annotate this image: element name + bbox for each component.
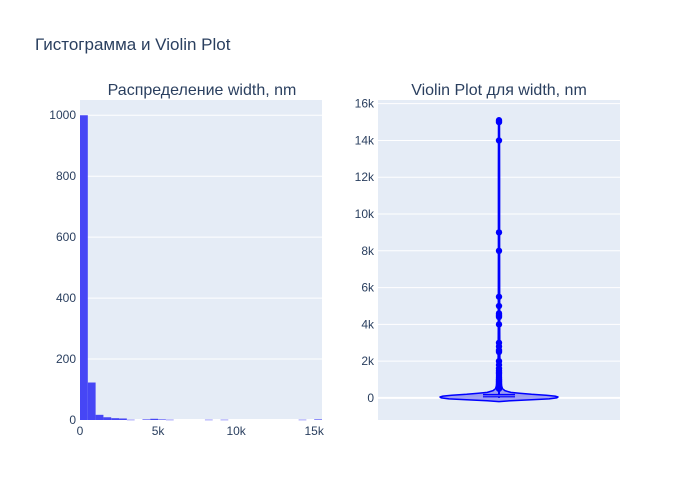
chart-title: Гистограмма и Violin Plot — [35, 35, 231, 54]
histogram-bar — [165, 419, 174, 421]
histogram-y-tick-label: 200 — [56, 352, 76, 366]
histogram-bars — [80, 115, 322, 421]
histogram-bar — [87, 382, 96, 420]
violin-outlier-point — [495, 118, 503, 126]
histogram-x-tick-label: 0 — [77, 424, 84, 438]
violin-y-tick-label: 6k — [361, 281, 375, 295]
histogram-plot-area — [80, 100, 322, 420]
histogram-panel: Распределение width, nm 0 200 400 600 800 100… — [49, 82, 325, 438]
histogram-x-ticks: 0 5k 10k 15k — [77, 424, 325, 438]
histogram-bar — [119, 418, 127, 420]
violin-y-tick-label: 12k — [355, 170, 375, 184]
histogram-bar — [204, 419, 213, 421]
violin-panel: Violin Plot для width, nm 0 2k 4k 6k 8k 10k 12… — [355, 82, 620, 420]
histogram-x-tick-label: 5k — [152, 424, 166, 438]
histogram-y-tick-label: 0 — [69, 413, 76, 427]
violin-outlier-point — [495, 348, 503, 356]
histogram-bar — [314, 419, 322, 420]
violin-outlier-point — [495, 302, 503, 310]
histogram-bar — [142, 419, 151, 420]
histogram-bar — [298, 419, 307, 421]
violin-outlier-point — [495, 137, 503, 144]
histogram-bar — [126, 419, 135, 421]
violin-y-tick-label: 8k — [361, 244, 375, 258]
histogram-title: Распределение width, nm — [108, 82, 297, 99]
violin-title: Violin Plot для width, nm — [411, 82, 587, 99]
histogram-bar — [158, 419, 166, 420]
violin-y-tick-label: 14k — [355, 133, 375, 147]
violin-y-tick-label: 4k — [361, 317, 375, 331]
histogram-y-tick-label: 800 — [56, 169, 76, 183]
violin-outlier-point — [495, 313, 503, 321]
histogram-x-tick-label: 10k — [226, 424, 246, 438]
histogram-bar — [220, 419, 229, 421]
histogram-bar — [95, 414, 104, 420]
histogram-y-tick-label: 600 — [56, 230, 76, 244]
violin-outlier-point — [495, 321, 503, 328]
histogram-bar — [150, 418, 159, 420]
histogram-x-tick-label: 15k — [305, 424, 325, 438]
violin-outlier-point — [495, 385, 503, 392]
histogram-bar — [80, 115, 88, 420]
histogram-bar — [103, 417, 112, 420]
histogram-y-tick-label: 400 — [56, 291, 76, 305]
histogram-bar — [111, 418, 120, 420]
violin-y-tick-label: 2k — [361, 354, 375, 368]
violin-y-tick-label: 16k — [355, 97, 375, 111]
violin-y-tick-label: 0 — [367, 391, 374, 405]
violin-outlier-point — [495, 247, 503, 255]
violin-body — [439, 117, 559, 403]
violin-outlier-point — [495, 293, 503, 300]
violin-outlier-point — [495, 229, 503, 236]
histogram-y-ticks: 0 200 400 600 800 1000 — [49, 108, 76, 427]
violin-y-tick-label: 10k — [355, 207, 375, 221]
violin-y-ticks: 0 2k 4k 6k 8k 10k 12k 14k 16k — [355, 97, 375, 405]
histogram-y-tick-label: 1000 — [49, 108, 76, 122]
